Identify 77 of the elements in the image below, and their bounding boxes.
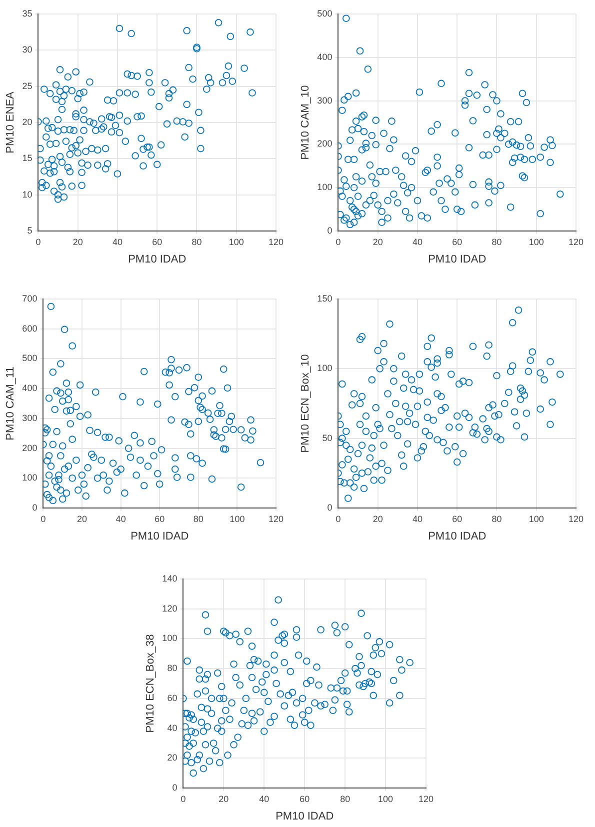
- x-tick-label: 60: [452, 514, 462, 524]
- x-tick-label: 120: [268, 236, 284, 247]
- y-axis-title: PM10 ENEA: [4, 90, 17, 154]
- y-tick-label: 400: [22, 383, 38, 394]
- y-tick-label: 500: [22, 353, 38, 364]
- y-tick-label: 100: [22, 472, 38, 483]
- y-tick-label: 40: [167, 722, 178, 733]
- y-tick-label: 0: [32, 502, 38, 512]
- y-axis-title: PM10 CAM_11: [4, 366, 17, 440]
- x-tick-label: 0: [336, 236, 341, 247]
- x-tick-label: 60: [154, 514, 165, 524]
- y-tick-label: 50: [322, 432, 332, 443]
- y-tick-label: 100: [162, 633, 178, 644]
- y-tick-label: 10: [22, 189, 32, 200]
- x-tick-label: 100: [528, 514, 544, 524]
- y-tick-label: 700: [22, 293, 38, 304]
- y-tick-label: 300: [22, 412, 38, 423]
- x-tick-label: 120: [568, 236, 584, 247]
- x-tick-label: 80: [340, 794, 350, 804]
- x-tick-label: 20: [372, 514, 383, 524]
- x-tick-label: 100: [528, 236, 544, 247]
- y-tick-label: 15: [22, 153, 32, 164]
- x-tick-label: 40: [112, 236, 122, 247]
- x-tick-label: 0: [180, 794, 186, 804]
- x-tick-label: 60: [300, 794, 310, 804]
- x-tick-label: 0: [40, 514, 46, 524]
- x-tick-label: 100: [378, 794, 394, 804]
- x-tick-label: 20: [72, 236, 83, 247]
- x-axis-title: PM10 IDAD: [428, 530, 486, 542]
- x-tick-label: 40: [259, 794, 270, 804]
- x-axis-title: PM10 IDAD: [130, 530, 189, 542]
- x-tick-label: 120: [568, 514, 584, 524]
- y-tick-label: 35: [22, 8, 32, 18]
- x-tick-label: 40: [116, 514, 126, 524]
- x-axis-title: PM10 IDAD: [128, 253, 186, 266]
- y-tick-label: 120: [162, 603, 178, 614]
- x-tick-label: 120: [418, 794, 434, 804]
- y-axis-title: PM10 ECN_Box_10: [300, 354, 312, 453]
- y-tick-label: 300: [317, 95, 332, 106]
- y-tick-label: 20: [167, 752, 178, 763]
- y-tick-label: 100: [317, 363, 332, 374]
- y-tick-label: 500: [317, 8, 332, 18]
- y-tick-label: 20: [22, 116, 32, 127]
- x-tick-label: 80: [193, 514, 204, 524]
- y-tick-label: 30: [22, 44, 32, 55]
- x-tick-label: 20: [372, 236, 383, 247]
- y-tick-label: 400: [317, 52, 332, 62]
- y-tick-label: 80: [167, 663, 178, 674]
- y-tick-label: 25: [22, 80, 32, 91]
- y-tick-label: 0: [327, 225, 332, 236]
- x-tick-label: 40: [412, 236, 422, 247]
- x-tick-label: 40: [412, 514, 422, 524]
- x-tick-label: 20: [77, 514, 88, 524]
- y-tick-label: 60: [167, 692, 178, 703]
- y-tick-label: 200: [317, 138, 332, 149]
- x-tick-label: 20: [218, 794, 229, 804]
- y-axis-title: PM10 CAM_10: [300, 85, 312, 160]
- x-tick-label: 120: [268, 514, 284, 524]
- x-axis-title: PM10 IDAD: [276, 810, 334, 822]
- x-tick-label: 0: [336, 514, 341, 524]
- y-axis-title: PM10 ECN_Box_38: [144, 634, 157, 733]
- y-tick-label: 200: [22, 442, 38, 453]
- x-tick-label: 80: [492, 236, 502, 247]
- x-tick-label: 100: [228, 236, 244, 247]
- y-tick-label: 0: [327, 502, 332, 512]
- x-tick-label: 100: [230, 514, 245, 524]
- x-tick-label: 80: [492, 514, 502, 524]
- y-tick-label: 100: [317, 182, 332, 192]
- x-tick-label: 80: [192, 236, 202, 247]
- y-tick-label: 5: [27, 225, 32, 236]
- y-tick-label: 150: [317, 293, 332, 304]
- y-tick-label: 0: [172, 782, 178, 792]
- x-tick-label: 60: [152, 236, 162, 247]
- y-tick-label: 600: [22, 323, 38, 334]
- x-axis-title: PM10 IDAD: [428, 253, 486, 266]
- y-tick-label: 140: [162, 573, 178, 584]
- x-tick-label: 60: [452, 236, 462, 247]
